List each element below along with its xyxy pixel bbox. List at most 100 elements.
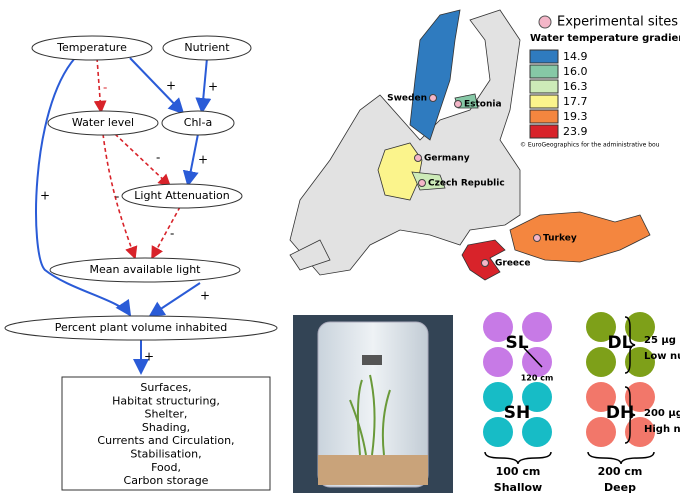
- legend-swatch: [529, 64, 559, 79]
- mesocosm: [483, 417, 513, 447]
- site-marker: [481, 259, 489, 267]
- site-marker: [429, 94, 437, 102]
- legend-label: 16.0: [563, 65, 588, 78]
- function-box: [61, 376, 271, 491]
- edge-label: +: [144, 350, 154, 364]
- node-label: Light Attenuation: [134, 189, 229, 202]
- edge-label: +: [200, 289, 210, 303]
- edge-label: -: [170, 227, 174, 241]
- legend-label: 23.9: [563, 125, 588, 138]
- site-label: Sweden: [387, 94, 427, 104]
- treatment-label: High nu: [644, 424, 680, 435]
- function-line: Carbon storage: [124, 474, 209, 487]
- legend-swatch: [529, 49, 559, 64]
- function-line: Food,: [151, 461, 181, 474]
- function-line: Currents and Circulation,: [97, 434, 234, 447]
- mesocosm: [625, 382, 655, 412]
- map: Sweden Estonia Germany Czech Republic Turkey…: [289, 9, 651, 281]
- node-label: Nutrient: [184, 41, 230, 54]
- legend-label: 14.9: [563, 50, 588, 63]
- group-label: DH: [606, 403, 634, 423]
- mesocosm: [586, 312, 616, 342]
- depth-label: 100 cm: [496, 465, 541, 478]
- edges: [35, 57, 212, 375]
- node-label: Temperature: [56, 41, 127, 54]
- legend-label: 17.7: [563, 95, 588, 108]
- function-line: Surfaces,: [140, 381, 191, 394]
- mesocosm: [586, 382, 616, 412]
- distance-label: 120 cm: [521, 374, 554, 383]
- edge-label: +: [198, 153, 208, 167]
- function-line: Habitat structuring,: [112, 394, 220, 407]
- mesocosm: [625, 312, 655, 342]
- node: [4, 315, 278, 341]
- experiment: 120 cm SL DL SH DH 25 µg P Low nu 200 µg High n…: [483, 312, 680, 494]
- function-line: Shading,: [142, 421, 190, 434]
- legend-swatch: [529, 79, 559, 94]
- site-marker: [414, 154, 422, 162]
- node: [31, 35, 153, 61]
- country: [377, 142, 423, 201]
- site-label: Estonia: [464, 100, 502, 110]
- mesocosm: [483, 382, 513, 412]
- treatment-label: 25 µg P: [644, 335, 680, 346]
- site-marker: [454, 100, 462, 108]
- mesocosm: [586, 417, 616, 447]
- edge-label: +: [166, 79, 176, 93]
- mesocosm: [522, 382, 552, 412]
- site-label: Czech Republic: [428, 179, 505, 189]
- edge-label: +: [40, 189, 50, 203]
- country: [509, 211, 651, 263]
- node-label: Percent plant volume inhabited: [55, 321, 228, 334]
- group-label: DL: [608, 333, 633, 353]
- mesocosm: [522, 417, 552, 447]
- site-marker: [533, 234, 541, 242]
- legend-swatch: [529, 94, 559, 109]
- node-label: Chl-a: [184, 116, 212, 129]
- distance-arrow: [523, 347, 543, 368]
- function-line: Shelter,: [145, 408, 188, 421]
- nodes: Temperature Nutrient Water level Chl-a L…: [4, 35, 278, 491]
- site-marker: [418, 179, 426, 187]
- depth-label: Deep: [604, 481, 636, 494]
- node: [161, 110, 235, 136]
- site-marker: [538, 15, 552, 29]
- gradient-title: Water temperature gradient: [530, 33, 680, 44]
- edge-label: -: [156, 151, 160, 165]
- group-label: SH: [504, 403, 530, 423]
- mesocosm: [586, 347, 616, 377]
- site-label: Greece: [495, 259, 530, 269]
- group-label: SL: [505, 333, 528, 353]
- node: [47, 110, 159, 136]
- node: [49, 257, 241, 283]
- depth-label: Shallow: [494, 481, 542, 494]
- mesocosm: [483, 312, 513, 342]
- edge-label: -: [115, 190, 119, 204]
- mesocosm: [522, 312, 552, 342]
- legend-label: 16.3: [563, 80, 588, 93]
- node-label: Mean available light: [90, 263, 202, 276]
- legend-swatch: [529, 124, 559, 139]
- depth-label: 200 cm: [598, 465, 643, 478]
- credit: © EuroGeographics for the administrative…: [520, 142, 660, 149]
- mesocosm: [625, 347, 655, 377]
- edge-label: -: [103, 81, 107, 95]
- node: [121, 183, 243, 209]
- map-legend: Experimental sites Water temperature gra…: [520, 15, 680, 149]
- mesocosm: [625, 417, 655, 447]
- mesocosm: [483, 347, 513, 377]
- edge-labels: - + + - - + + - + +: [40, 79, 218, 364]
- treatment-label: 200 µg: [644, 408, 680, 419]
- legend-title: Experimental sites: [557, 15, 678, 30]
- edge-label: +: [208, 80, 218, 94]
- mesocosm-image: [293, 315, 453, 493]
- treatment-label: Low nu: [644, 351, 680, 362]
- node-label: Water level: [72, 116, 134, 129]
- legend-swatch: [529, 109, 559, 124]
- country: [409, 9, 461, 141]
- site-label: Germany: [424, 154, 470, 164]
- site-label: Turkey: [543, 234, 577, 244]
- function-line: Stabilisation,: [130, 448, 201, 461]
- legend-label: 19.3: [563, 110, 588, 123]
